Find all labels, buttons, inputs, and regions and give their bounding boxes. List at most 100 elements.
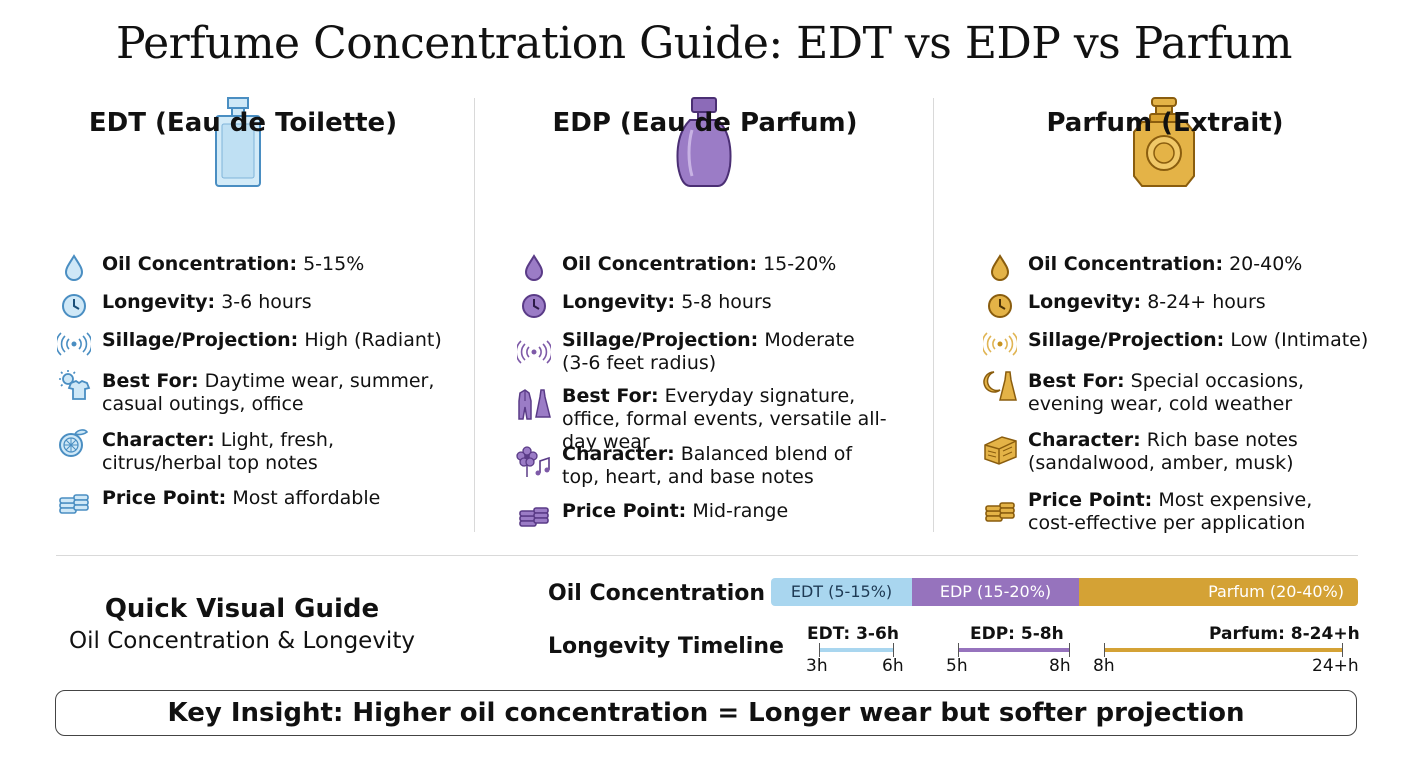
edp-segment: EDP (15-20%) bbox=[912, 578, 1079, 606]
tick bbox=[1342, 643, 1343, 657]
row-label: Best For: bbox=[102, 370, 199, 392]
parfum-segment: Parfum (20-40%) bbox=[1079, 578, 1358, 606]
row-label: Longevity: bbox=[1028, 291, 1142, 313]
clock-icon bbox=[516, 291, 552, 321]
edp-end: 8h bbox=[1049, 656, 1071, 676]
page-title: Perfume Concentration Guide: EDT vs EDP … bbox=[116, 18, 1292, 69]
key-insight-box: Key Insight: Higher oil concentration = … bbox=[55, 690, 1357, 736]
edt-segment: EDT (5-15%) bbox=[771, 578, 912, 606]
section-divider bbox=[56, 555, 1358, 556]
parfum-oil-row: Oil Concentration: 20-40% bbox=[982, 253, 1372, 283]
clock-icon bbox=[982, 291, 1018, 321]
edp-start: 5h bbox=[946, 656, 968, 676]
edt-price-row: Price Point: Most affordable bbox=[56, 487, 456, 517]
drop-icon bbox=[516, 253, 552, 283]
row-value: Special occasions, evening wear, cold we… bbox=[1028, 370, 1305, 415]
parfum-heading: Parfum (Extrait) bbox=[1046, 108, 1284, 138]
row-label: Price Point: bbox=[1028, 489, 1153, 511]
edt-start: 3h bbox=[806, 656, 828, 676]
sun-shirt-icon bbox=[56, 370, 92, 400]
row-value: Balanced blend of top, heart, and base n… bbox=[562, 443, 853, 488]
row-value: Most expensive, cost-effective per appli… bbox=[1028, 489, 1313, 534]
tick bbox=[1104, 643, 1105, 657]
quick-guide-title: Quick Visual Guide bbox=[104, 594, 380, 624]
parfum-longevity-row: Longevity: 8-24+ hours bbox=[982, 291, 1372, 321]
parfum-sillage-row: Sillage/Projection: Low (Intimate) bbox=[982, 329, 1372, 359]
edt-longevity-row: Longevity: 3-6 hours bbox=[56, 291, 456, 321]
parfum-price-row: Price Point: Most expensive, cost-effect… bbox=[982, 489, 1372, 535]
row-value: High (Radiant) bbox=[304, 329, 442, 351]
edp-price-row: Price Point: Mid-range bbox=[516, 500, 916, 530]
row-value: Moderate (3-6 feet radius) bbox=[562, 329, 855, 374]
row-label: Oil Concentration: bbox=[562, 253, 758, 275]
tick bbox=[1069, 643, 1070, 657]
row-label: Oil Concentration: bbox=[102, 253, 298, 275]
row-label: Sillage/Projection: bbox=[102, 329, 299, 351]
row-label: Sillage/Projection: bbox=[1028, 329, 1225, 351]
clock-icon bbox=[56, 291, 92, 321]
oil-concentration-label: Oil Concentration bbox=[548, 581, 766, 606]
row-value: 20-40% bbox=[1229, 253, 1303, 275]
edp-sillage-row: Sillage/Projection: Moderate (3-6 feet r… bbox=[516, 329, 916, 375]
row-value: Mid-range bbox=[692, 500, 789, 522]
row-value: 15-20% bbox=[763, 253, 837, 275]
row-value: 8-24+ hours bbox=[1147, 291, 1266, 313]
drop-icon bbox=[56, 253, 92, 283]
edp-bestfor-row: Best For: Everyday signature, office, fo… bbox=[516, 385, 916, 454]
coins-icon bbox=[982, 495, 1018, 525]
coins-icon bbox=[56, 487, 92, 517]
edt-timeline-label: EDT: 3-6h bbox=[807, 624, 899, 644]
citrus-icon bbox=[56, 429, 92, 459]
row-label: Best For: bbox=[1028, 370, 1125, 392]
row-value: 3-6 hours bbox=[221, 291, 312, 313]
wood-icon bbox=[982, 433, 1018, 465]
row-label: Longevity: bbox=[102, 291, 216, 313]
edt-sillage-row: Sillage/Projection: High (Radiant) bbox=[56, 329, 456, 359]
suit-dress-icon bbox=[516, 389, 552, 420]
row-value: Daytime wear, summer, casual outings, of… bbox=[102, 370, 435, 415]
parfum-bottle-icon bbox=[1133, 97, 1195, 187]
waves-icon bbox=[982, 329, 1018, 359]
row-label: Longevity: bbox=[562, 291, 676, 313]
edt-bottle-icon bbox=[215, 97, 261, 187]
tick bbox=[893, 643, 894, 657]
coins-icon bbox=[516, 500, 552, 530]
parfum-character-row: Character: Rich base notes (sandalwood, … bbox=[982, 429, 1372, 475]
row-value: Light, fresh, citrus/herbal top notes bbox=[102, 429, 334, 474]
edt-end: 6h bbox=[882, 656, 904, 676]
edt-bestfor-row: Best For: Daytime wear, summer, casual o… bbox=[56, 370, 456, 416]
row-value: Rich base notes (sandalwood, amber, musk… bbox=[1028, 429, 1298, 474]
row-value: Low (Intimate) bbox=[1230, 329, 1369, 351]
waves-icon bbox=[56, 329, 92, 359]
edp-oil-row: Oil Concentration: 15-20% bbox=[516, 253, 916, 283]
edp-timeline-bar bbox=[958, 648, 1069, 652]
tick bbox=[819, 643, 820, 657]
parfum-timeline-label: Parfum: 8-24+h bbox=[1209, 624, 1360, 644]
parfum-bestfor-row: Best For: Special occasions, evening wea… bbox=[982, 370, 1372, 416]
edt-heading: EDT (Eau de Toilette) bbox=[88, 108, 398, 138]
flower-music-icon bbox=[516, 446, 552, 477]
edp-heading: EDP (Eau de Parfum) bbox=[552, 108, 858, 138]
row-label: Best For: bbox=[562, 385, 659, 407]
row-label: Sillage/Projection: bbox=[562, 329, 759, 351]
edt-oil-row: Oil Concentration: 5-15% bbox=[56, 253, 456, 283]
longevity-timeline-label: Longevity Timeline bbox=[548, 634, 784, 659]
row-value: Most affordable bbox=[232, 487, 381, 509]
edp-character-row: Character: Balanced blend of top, heart,… bbox=[516, 443, 916, 489]
row-label: Oil Concentration: bbox=[1028, 253, 1224, 275]
row-label: Character: bbox=[1028, 429, 1141, 451]
column-divider bbox=[474, 98, 475, 532]
moon-dress-icon bbox=[982, 370, 1018, 401]
parfum-timeline-bar bbox=[1104, 648, 1342, 652]
parfum-end: 24+h bbox=[1312, 656, 1359, 676]
row-label: Character: bbox=[102, 429, 215, 451]
parfum-start: 8h bbox=[1093, 656, 1115, 676]
edp-longevity-row: Longevity: 5-8 hours bbox=[516, 291, 916, 321]
column-divider bbox=[933, 98, 934, 532]
row-value: 5-8 hours bbox=[681, 291, 772, 313]
waves-icon bbox=[516, 337, 552, 367]
row-label: Character: bbox=[562, 443, 675, 465]
tick bbox=[958, 643, 959, 657]
row-label: Price Point: bbox=[102, 487, 227, 509]
edt-timeline-bar bbox=[819, 648, 893, 652]
